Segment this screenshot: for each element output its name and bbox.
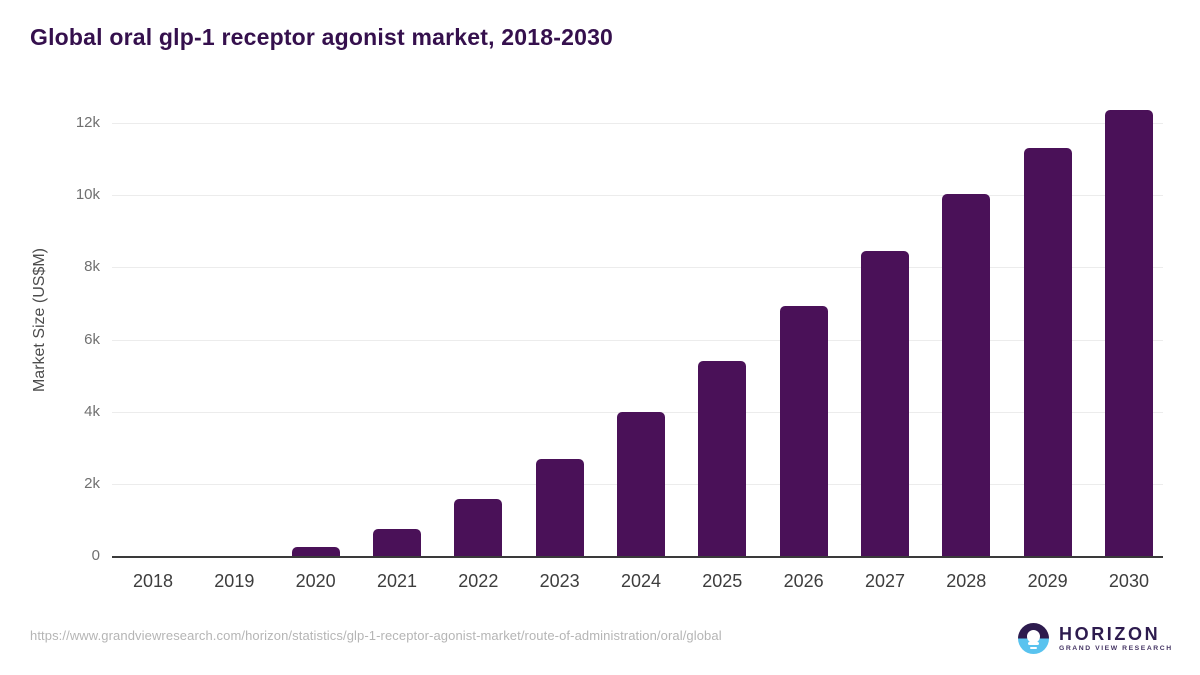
x-tick-label: 2020 [295, 571, 336, 591]
y-gridline [112, 339, 1163, 341]
horizon-logo: HORIZON GRAND VIEW RESEARCH [1018, 623, 1173, 654]
x-tick-label: 2030 [1108, 571, 1149, 591]
x-tick-label: 2026 [783, 571, 824, 591]
bar-2029 [1023, 148, 1072, 556]
horizon-icon-ripple [1028, 642, 1039, 645]
logo-text: HORIZON GRAND VIEW RESEARCH [1059, 625, 1173, 653]
y-gridline [112, 123, 1163, 124]
x-axis-line [112, 556, 1163, 558]
bar-2025 [698, 361, 747, 556]
horizon-icon-ripple [1030, 646, 1037, 649]
bar-2022 [454, 499, 503, 556]
page-title: Global oral glp-1 receptor agonist marke… [30, 24, 614, 50]
y-tick-label: 8k [84, 258, 100, 276]
x-tick-label: 2022 [458, 571, 499, 591]
x-tick-label: 2025 [702, 571, 743, 591]
source-url: https://www.grandviewresearch.com/horizo… [30, 628, 722, 643]
bar-2023 [535, 459, 584, 556]
logo-name: HORIZON [1059, 623, 1161, 644]
y-gridline [112, 267, 1163, 269]
y-tick-label: 0 [91, 547, 100, 564]
x-tick-label: 2029 [1027, 571, 1068, 591]
y-tick-label: 12k [75, 114, 100, 131]
x-tick-label: 2018 [132, 571, 174, 591]
y-tick-label: 4k [84, 402, 100, 420]
bar-2020 [291, 547, 340, 556]
y-gridline [112, 195, 1163, 197]
bar-2027 [860, 251, 909, 556]
x-tick-label: 2023 [539, 571, 580, 591]
x-tick-label: 2027 [864, 571, 905, 591]
y-tick-label: 10k [75, 186, 100, 204]
logo-subtitle: GRAND VIEW RESEARCH [1059, 644, 1173, 652]
bar-2028 [942, 194, 991, 556]
bar-2030 [1104, 110, 1153, 556]
x-tick-label: 2019 [214, 571, 255, 591]
y-tick-label: 2k [84, 474, 100, 492]
x-tick-label: 2021 [376, 571, 417, 591]
horizon-icon-sun [1027, 630, 1040, 643]
y-tick-label: 6k [84, 330, 100, 348]
x-tick-label: 2024 [620, 571, 661, 591]
x-tick-label: 2028 [946, 571, 987, 591]
bar-2024 [616, 412, 665, 556]
bar-2026 [779, 306, 828, 556]
bar-2021 [372, 529, 421, 556]
horizon-sunset-icon [1018, 623, 1049, 654]
